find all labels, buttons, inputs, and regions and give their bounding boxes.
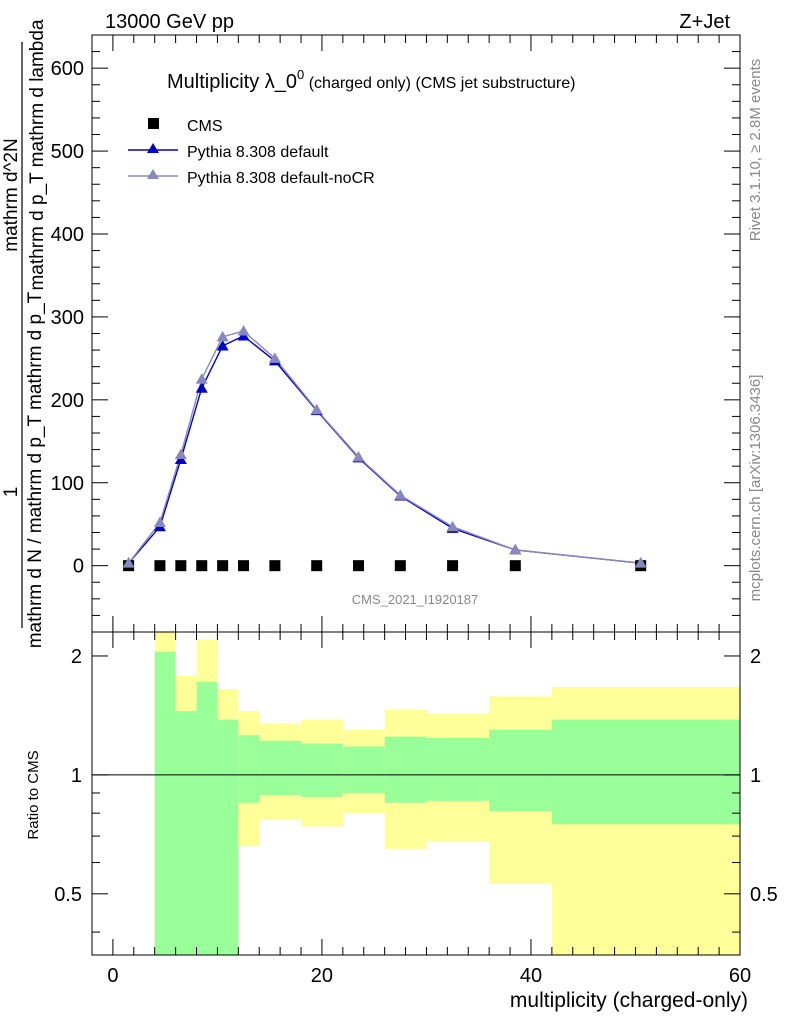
cms-data-point xyxy=(238,560,250,572)
analysis-watermark: CMS_2021_I1920187 xyxy=(352,592,479,607)
stat-uncertainty-band xyxy=(426,737,490,801)
cms-data-point xyxy=(154,560,166,572)
main-ytick-label: 100 xyxy=(51,473,84,495)
cms-data-point xyxy=(509,560,521,572)
stat-uncertainty-band xyxy=(259,740,302,795)
legend: CMS Pythia 8.308 default Pythia 8.308 de… xyxy=(128,118,375,187)
main-ytick-label: 500 xyxy=(51,141,84,163)
ratio-ytick-label: 0.5 xyxy=(54,884,82,906)
stat-uncertainty-band xyxy=(196,681,218,955)
legend-marker-cms xyxy=(148,118,159,129)
legend-label-cms: CMS xyxy=(187,118,223,135)
cms-data-point xyxy=(175,560,187,572)
mc-data-point-2 xyxy=(122,557,135,568)
stat-uncertainty-band xyxy=(154,651,176,955)
cms-data-point xyxy=(196,560,208,572)
cms-data-point xyxy=(394,560,406,572)
main-ytick-label: 300 xyxy=(51,307,84,329)
legend-marker-nocr xyxy=(147,169,159,179)
x-tick-label: 0 xyxy=(107,965,118,987)
title-rest: (charged only) (CMS jet substructure) xyxy=(304,75,575,92)
main-axis-ticks xyxy=(92,34,741,633)
mc-data-point-2 xyxy=(352,451,365,462)
main-ytick-label: 400 xyxy=(51,224,84,246)
x-tick-labels: 0 20 40 60 xyxy=(107,965,751,987)
stat-uncertainty-band xyxy=(175,711,197,955)
ylabel-prefactor: 1 xyxy=(1,487,22,498)
ratio-ytick-label: 1 xyxy=(71,765,82,787)
main-ytick-labels: 0 100 200 300 400 500 600 xyxy=(51,58,84,578)
mcplots-credit: mcplots.cern.ch [arXiv:1306.3436] xyxy=(747,375,764,602)
mc-data-point-2 xyxy=(310,403,323,415)
header-process: 13000 GeV pp xyxy=(105,11,234,33)
mc-data-point-1 xyxy=(216,339,229,351)
main-ytick-label: 600 xyxy=(51,58,84,80)
mc-data-point-1 xyxy=(195,382,208,393)
legend-label-default: Pythia 8.308 default xyxy=(187,144,329,161)
mc-data-point-2 xyxy=(174,448,187,460)
ratio-ytick-label: 2 xyxy=(71,646,82,668)
cms-data-point xyxy=(217,560,229,572)
main-series xyxy=(122,325,647,572)
ylabel-normalisation: mathrm d N / mathrm d p_T mathrm d p_T xyxy=(25,291,46,648)
ratio-ytick-label-right: 0.5 xyxy=(750,884,778,906)
ratio-axis-ticks xyxy=(92,632,741,955)
legend-label-nocr: Pythia 8.308 default-noCR xyxy=(187,170,375,187)
x-tick-label: 60 xyxy=(729,965,751,987)
ratio-tick-labels: 0.5 0.5 1 1 2 2 xyxy=(54,646,778,906)
ylabel-denominator: mathrm d p_T mathrm d lambda xyxy=(27,19,48,290)
stat-uncertainty-band xyxy=(342,746,385,793)
ratio-uncertainty-bands xyxy=(154,632,740,955)
stat-uncertainty-band xyxy=(384,736,427,803)
stat-uncertainty-band xyxy=(551,719,740,825)
mc-data-point-2 xyxy=(237,325,250,336)
mc-data-point-2 xyxy=(216,330,229,342)
cms-data-point xyxy=(269,560,281,572)
ratio-panel: 0.5 0.5 1 1 2 2 0 20 40 60 Ratio to CMS multipli… xyxy=(25,631,778,1012)
x-axis-label: multiplicity (charged-only) xyxy=(510,989,748,1012)
stat-uncertainty-band xyxy=(217,719,239,955)
x-tick-label: 40 xyxy=(520,965,542,987)
x-tick-label: 20 xyxy=(311,965,333,987)
legend-marker-default xyxy=(147,143,159,153)
stat-uncertainty-band xyxy=(238,735,260,803)
cms-data-point xyxy=(311,560,323,572)
rivet-version-note: Rivet 3.1.10, ≥ 2.8M events xyxy=(747,59,764,242)
title-superscript: 0 xyxy=(297,67,304,82)
ratio-y-axis-label: Ratio to CMS xyxy=(25,750,42,839)
cms-data-point xyxy=(353,560,365,572)
main-ytick-label: 0 xyxy=(73,556,84,578)
mc-data-point-2 xyxy=(153,516,166,528)
main-title: Multiplicity λ_00 (charged only) (CMS je… xyxy=(167,67,575,93)
stat-uncertainty-band xyxy=(301,743,343,797)
ylabel-numerator: mathrm d^2N xyxy=(1,138,22,251)
series-line-2 xyxy=(128,330,641,564)
mc-data-point-2 xyxy=(634,557,647,568)
main-ytick-label: 200 xyxy=(51,390,84,412)
title-main: Multiplicity λ_0 xyxy=(167,71,297,93)
header-final-state: Z+Jet xyxy=(679,11,730,33)
ratio-ytick-label-right: 2 xyxy=(750,646,761,668)
main-y-axis-label: 1 mathrm d N / mathrm d p_T mathrm d p_T… xyxy=(1,19,48,648)
stat-uncertainty-band xyxy=(489,729,552,812)
ratio-plot-frame xyxy=(91,631,741,956)
cms-data-point xyxy=(447,560,459,572)
mc-data-point-2 xyxy=(268,352,281,363)
mc-data-point-2 xyxy=(446,520,459,532)
mc-data-point-2 xyxy=(394,489,407,500)
ratio-ytick-label-right: 1 xyxy=(750,765,761,787)
mc-data-point-2 xyxy=(509,543,522,555)
mc-data-point-2 xyxy=(195,373,208,384)
